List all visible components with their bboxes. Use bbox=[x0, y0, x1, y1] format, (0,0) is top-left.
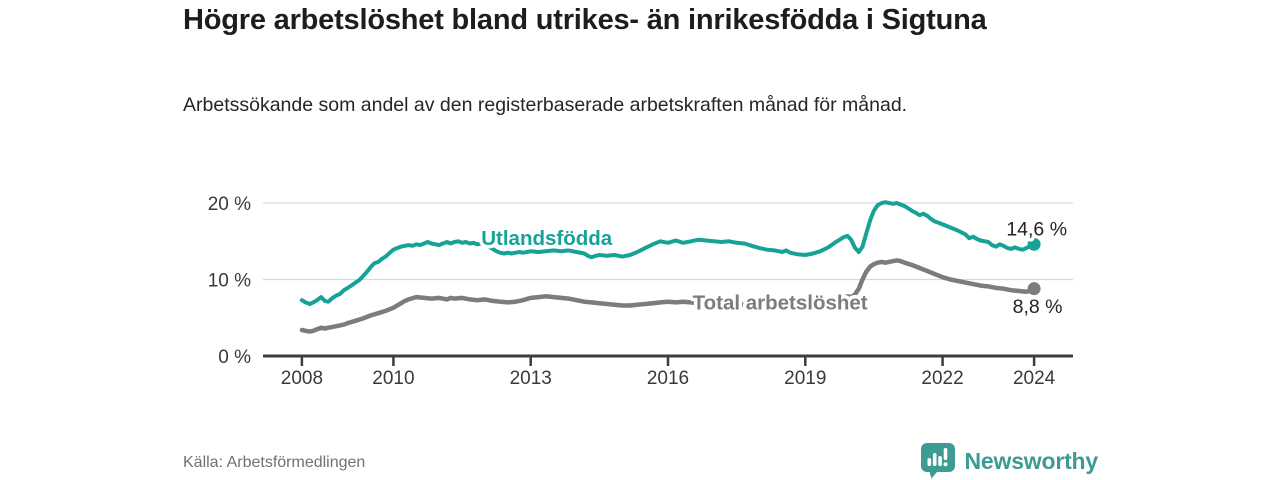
series-end-dot bbox=[1027, 237, 1041, 251]
series-end-dot bbox=[1027, 282, 1041, 296]
y-tick-label: 0 % bbox=[218, 347, 251, 368]
x-tick-label: 2022 bbox=[921, 368, 963, 389]
brand-name: Newsworthy bbox=[964, 447, 1099, 474]
source-note: Källa: Arbetsförmedlingen bbox=[183, 454, 366, 471]
series-line-utlandsf-dda bbox=[299, 200, 1037, 306]
bar-chart-bubble-icon bbox=[920, 443, 955, 479]
y-tick-label: 20 % bbox=[208, 194, 251, 215]
x-tick-label: 2019 bbox=[784, 368, 826, 389]
x-tick-label: 2013 bbox=[510, 368, 552, 389]
series-end-value: 14,6 % bbox=[1006, 219, 1067, 241]
x-tick-label: 2024 bbox=[1013, 368, 1056, 389]
page-title: Högre arbetslöshet bland utrikes- än inr… bbox=[183, 4, 987, 36]
newsworthy-logo: Newsworthy bbox=[920, 443, 1099, 479]
series-line-total-arbetsl-shet bbox=[299, 258, 1037, 334]
x-tick-label: 2008 bbox=[281, 368, 323, 389]
chart-subtitle: Arbetssökande som andel av den registerb… bbox=[183, 94, 908, 116]
x-tick-label: 2010 bbox=[372, 368, 414, 389]
x-tick-label: 2016 bbox=[647, 368, 689, 389]
series-end-value: 8,8 % bbox=[1013, 296, 1063, 318]
series-label: Utlandsfödda bbox=[481, 227, 613, 250]
series-label: Total arbetslöshet bbox=[693, 291, 868, 314]
y-tick-label: 10 % bbox=[208, 271, 251, 292]
